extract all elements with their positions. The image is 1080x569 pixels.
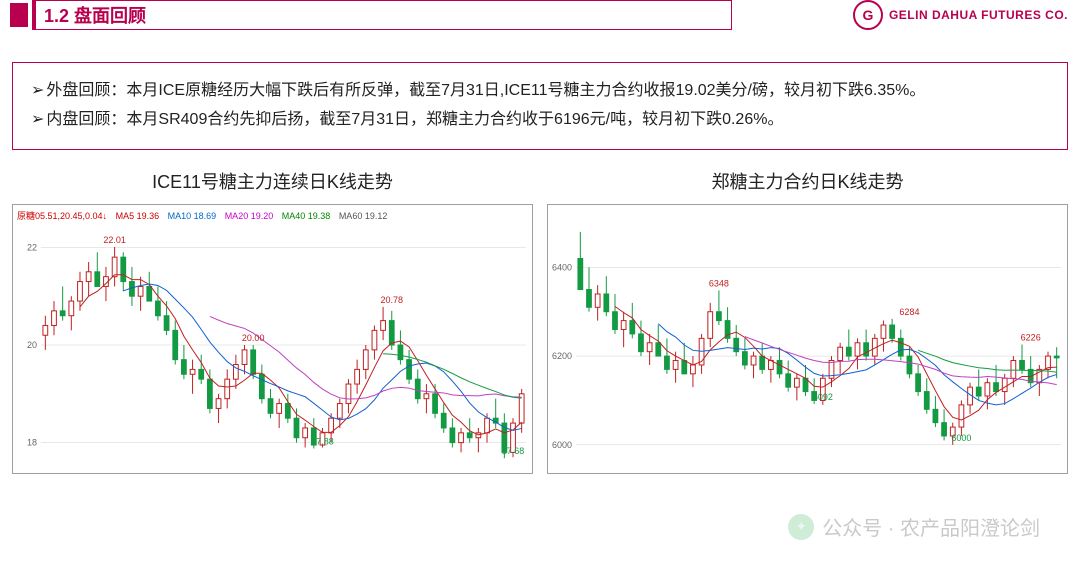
chart-left: 原糖05.51,20.45,0.04↓ MA5 19.36 MA10 18.69… [12,204,533,474]
chart-left-col: ICE11号糖主力连续日K线走势 原糖05.51,20.45,0.04↓ MA5… [12,168,533,474]
svg-text:17.88: 17.88 [311,436,334,446]
legend-ma10: MA10 18.69 [168,211,217,221]
wechat-icon: ✦ [788,514,814,540]
svg-text:20.00: 20.00 [242,333,265,343]
section-name: 盘面回顾 [74,6,146,26]
chart-right: 6000 6200 6400 6348 6092 6284 6000 6226 [547,204,1068,474]
svg-text:6200: 6200 [552,351,572,361]
legend-ma60: MA60 19.12 [339,211,388,221]
svg-text:22: 22 [27,242,37,252]
bullet-icon: ➢ [31,82,44,99]
chart-left-title: ICE11号糖主力连续日K线走势 [12,168,533,194]
svg-text:6000: 6000 [951,432,971,442]
watermark: ✦ 公众号 · 农产品阳澄论剑 [788,512,1040,541]
accent-block [10,3,28,27]
title-box: 1.2 盘面回顾 [32,0,732,30]
legend-head: 原糖05.51,20.45,0.04↓ [17,211,107,221]
summary-box: ➢外盘回顾：本月ICE原糖经历大幅下跌后有所反弹，截至7月31日,ICE11号糖… [12,62,1068,150]
chart-right-title: 郑糖主力合约日K线走势 [547,168,1068,194]
legend-ma5: MA5 19.36 [116,211,160,221]
logo-icon: G [853,0,883,30]
line2-prefix: 内盘回顾： [46,111,126,128]
line1-prefix: 外盘回顾： [46,82,126,99]
svg-text:18: 18 [27,437,37,447]
svg-text:6284: 6284 [899,306,919,316]
charts-row: ICE11号糖主力连续日K线走势 原糖05.51,20.45,0.04↓ MA5… [0,168,1080,474]
svg-text:6226: 6226 [1021,332,1041,342]
company-logo: G GELIN DAHUA FUTURES CO. [853,0,1068,30]
svg-text:6348: 6348 [709,278,729,288]
line1-text: 本月ICE原糖经历大幅下跌后有所反弹，截至7月31日,ICE11号糖主力合约收报… [126,82,925,99]
svg-text:20: 20 [27,340,37,350]
legend-ma40: MA40 19.38 [282,211,331,221]
svg-text:6000: 6000 [552,439,572,449]
section-number: 1.2 [44,6,69,26]
summary-line-1: ➢外盘回顾：本月ICE原糖经历大幅下跌后有所反弹，截至7月31日,ICE11号糖… [31,77,1049,106]
svg-text:6092: 6092 [813,392,833,402]
section-title: 1.2 盘面回顾 [44,2,146,28]
svg-text:17.68: 17.68 [502,446,525,456]
summary-line-2: ➢内盘回顾：本月SR409合约先抑后扬，截至7月31日，郑糖主力合约收于6196… [31,106,1049,135]
svg-text:6400: 6400 [552,262,572,272]
chart-right-col: 郑糖主力合约日K线走势 6000620064006348609262846000… [547,168,1068,474]
svg-text:20.78: 20.78 [380,295,403,305]
company-name: GELIN DAHUA FUTURES CO. [889,8,1068,22]
line2-text: 本月SR409合约先抑后扬，截至7月31日，郑糖主力合约收于6196元/吨，较月… [126,111,783,128]
bullet-icon: ➢ [31,111,44,128]
legend-ma20: MA20 19.20 [225,211,274,221]
watermark-text: 公众号 · 农产品阳澄论剑 [822,512,1040,541]
svg-text:22.01: 22.01 [103,235,126,245]
chart-left-legend: 原糖05.51,20.45,0.04↓ MA5 19.36 MA10 18.69… [17,209,393,222]
